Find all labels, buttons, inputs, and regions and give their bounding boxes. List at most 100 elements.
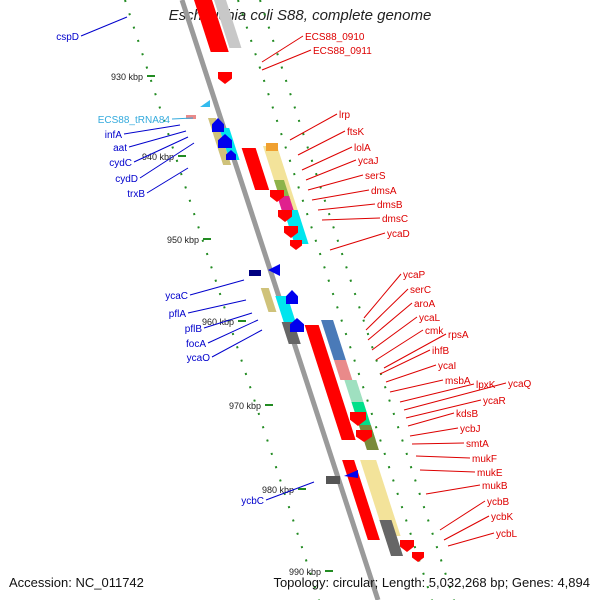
forward-gene-block xyxy=(194,0,229,52)
left-label-leader xyxy=(171,117,194,120)
gene-marker xyxy=(326,476,340,484)
right-label-leader xyxy=(305,159,357,181)
gene-marker xyxy=(249,270,261,276)
right-gene-label: ycbK xyxy=(491,512,514,523)
right-label-leader xyxy=(367,302,413,341)
gene-block xyxy=(321,320,346,360)
left-label-leader xyxy=(187,299,247,314)
forward-gene-arrow xyxy=(284,226,298,238)
right-label-leader xyxy=(443,515,490,541)
left-gene-label: focA xyxy=(186,339,206,350)
right-gene-label: ycaL xyxy=(419,313,441,324)
genome-title: Escherichia coli S88, complete genome xyxy=(168,7,432,24)
forward-gene-arrow xyxy=(218,72,232,84)
right-gene-label: mukF xyxy=(472,454,497,465)
forward-gene-block xyxy=(304,325,356,440)
right-label-leader xyxy=(447,532,495,547)
right-label-leader xyxy=(407,412,455,427)
kbp-tick-label: 990 kbp xyxy=(289,567,321,577)
accession-text: Accession: NC_011742 xyxy=(9,575,144,590)
gene-block xyxy=(333,360,353,380)
right-gene-label: ycbB xyxy=(487,497,510,508)
left-gene-label: ycaC xyxy=(165,291,188,302)
right-label-leader xyxy=(317,203,376,211)
left-label-leader xyxy=(211,329,263,358)
right-label-leader xyxy=(383,333,447,369)
forward-gene-arrow xyxy=(350,412,366,426)
left-label-leader xyxy=(265,481,315,501)
reverse-gene-arrow xyxy=(268,264,280,276)
right-gene-label: ihfB xyxy=(432,346,450,357)
right-label-leader xyxy=(389,379,444,393)
right-label-leader xyxy=(371,316,418,351)
kbp-tick-label: 980 kbp xyxy=(262,485,294,495)
right-gene-label: ycaR xyxy=(483,396,506,407)
reverse-gene-arrow xyxy=(286,290,298,304)
right-gene-label: mukE xyxy=(477,468,503,479)
right-gene-label: serS xyxy=(365,171,386,182)
right-gene-label: ycaQ xyxy=(508,379,532,390)
forward-gene-block xyxy=(241,148,270,190)
right-label-leader xyxy=(415,455,471,459)
trna-feature xyxy=(200,100,210,107)
forward-gene-arrow xyxy=(278,210,292,222)
right-gene-label: lrp xyxy=(339,110,351,121)
forward-gene-block xyxy=(342,460,380,540)
right-gene-label: dmsB xyxy=(377,200,403,211)
gene-marker xyxy=(186,115,196,119)
right-gene-label: aroA xyxy=(414,299,435,310)
left-gene-label: aat xyxy=(113,143,127,154)
left-gene-label: pflA xyxy=(169,309,187,320)
gene-marker xyxy=(266,143,278,151)
right-label-leader xyxy=(301,146,353,171)
right-label-leader xyxy=(439,500,486,531)
reverse-gene-arrow xyxy=(344,470,358,478)
kbp-tick-label: 950 kbp xyxy=(167,235,199,245)
right-label-leader xyxy=(385,364,437,383)
right-label-leader xyxy=(321,217,381,221)
right-gene-label: ECS88_0911 xyxy=(313,46,372,57)
gene-block xyxy=(379,520,404,556)
right-gene-label: ECS88_0910 xyxy=(305,32,365,43)
right-label-leader xyxy=(403,382,507,411)
gene-block xyxy=(281,322,301,344)
right-label-leader xyxy=(425,484,481,495)
forward-gene-arrow xyxy=(400,540,414,552)
gene-block xyxy=(260,288,277,312)
kbp-tick-label: 960 kbp xyxy=(202,317,234,327)
right-label-leader xyxy=(311,189,370,201)
gc-content-block xyxy=(360,460,401,536)
left-label-leader xyxy=(139,142,195,179)
right-gene-label: mukB xyxy=(482,481,508,492)
right-gene-label: lpxK xyxy=(476,380,496,391)
left-gene-label: ycaO xyxy=(187,353,211,364)
left-label-leader xyxy=(128,130,187,148)
right-label-leader xyxy=(409,427,459,437)
right-label-leader xyxy=(297,130,346,156)
left-gene-label: trxB xyxy=(127,189,145,200)
right-label-leader xyxy=(307,174,364,191)
right-label-leader xyxy=(411,442,465,445)
right-label-leader xyxy=(329,232,386,251)
left-gene-label: infA xyxy=(105,130,123,141)
reverse-gene-arrow xyxy=(212,118,224,132)
right-label-leader xyxy=(363,273,402,319)
right-gene-label: lolA xyxy=(354,143,371,154)
right-gene-label: kdsB xyxy=(456,409,479,420)
left-label-leader xyxy=(207,319,259,344)
left-gene-label: ycbC xyxy=(241,496,264,507)
left-gene-label: cydC xyxy=(109,158,132,169)
left-label-leader xyxy=(133,136,189,163)
left-gene-label: cspD xyxy=(56,32,79,43)
forward-gene-arrow xyxy=(356,430,372,442)
right-gene-label: smtA xyxy=(466,439,489,450)
gene-block xyxy=(275,296,297,326)
left-label-leader xyxy=(80,16,128,37)
right-label-leader xyxy=(365,288,409,331)
forward-gene-arrow xyxy=(290,240,302,250)
right-label-leader xyxy=(375,329,424,361)
right-label-leader xyxy=(261,49,312,71)
right-gene-label: dmsC xyxy=(382,214,408,225)
gc-content-block xyxy=(214,0,242,48)
